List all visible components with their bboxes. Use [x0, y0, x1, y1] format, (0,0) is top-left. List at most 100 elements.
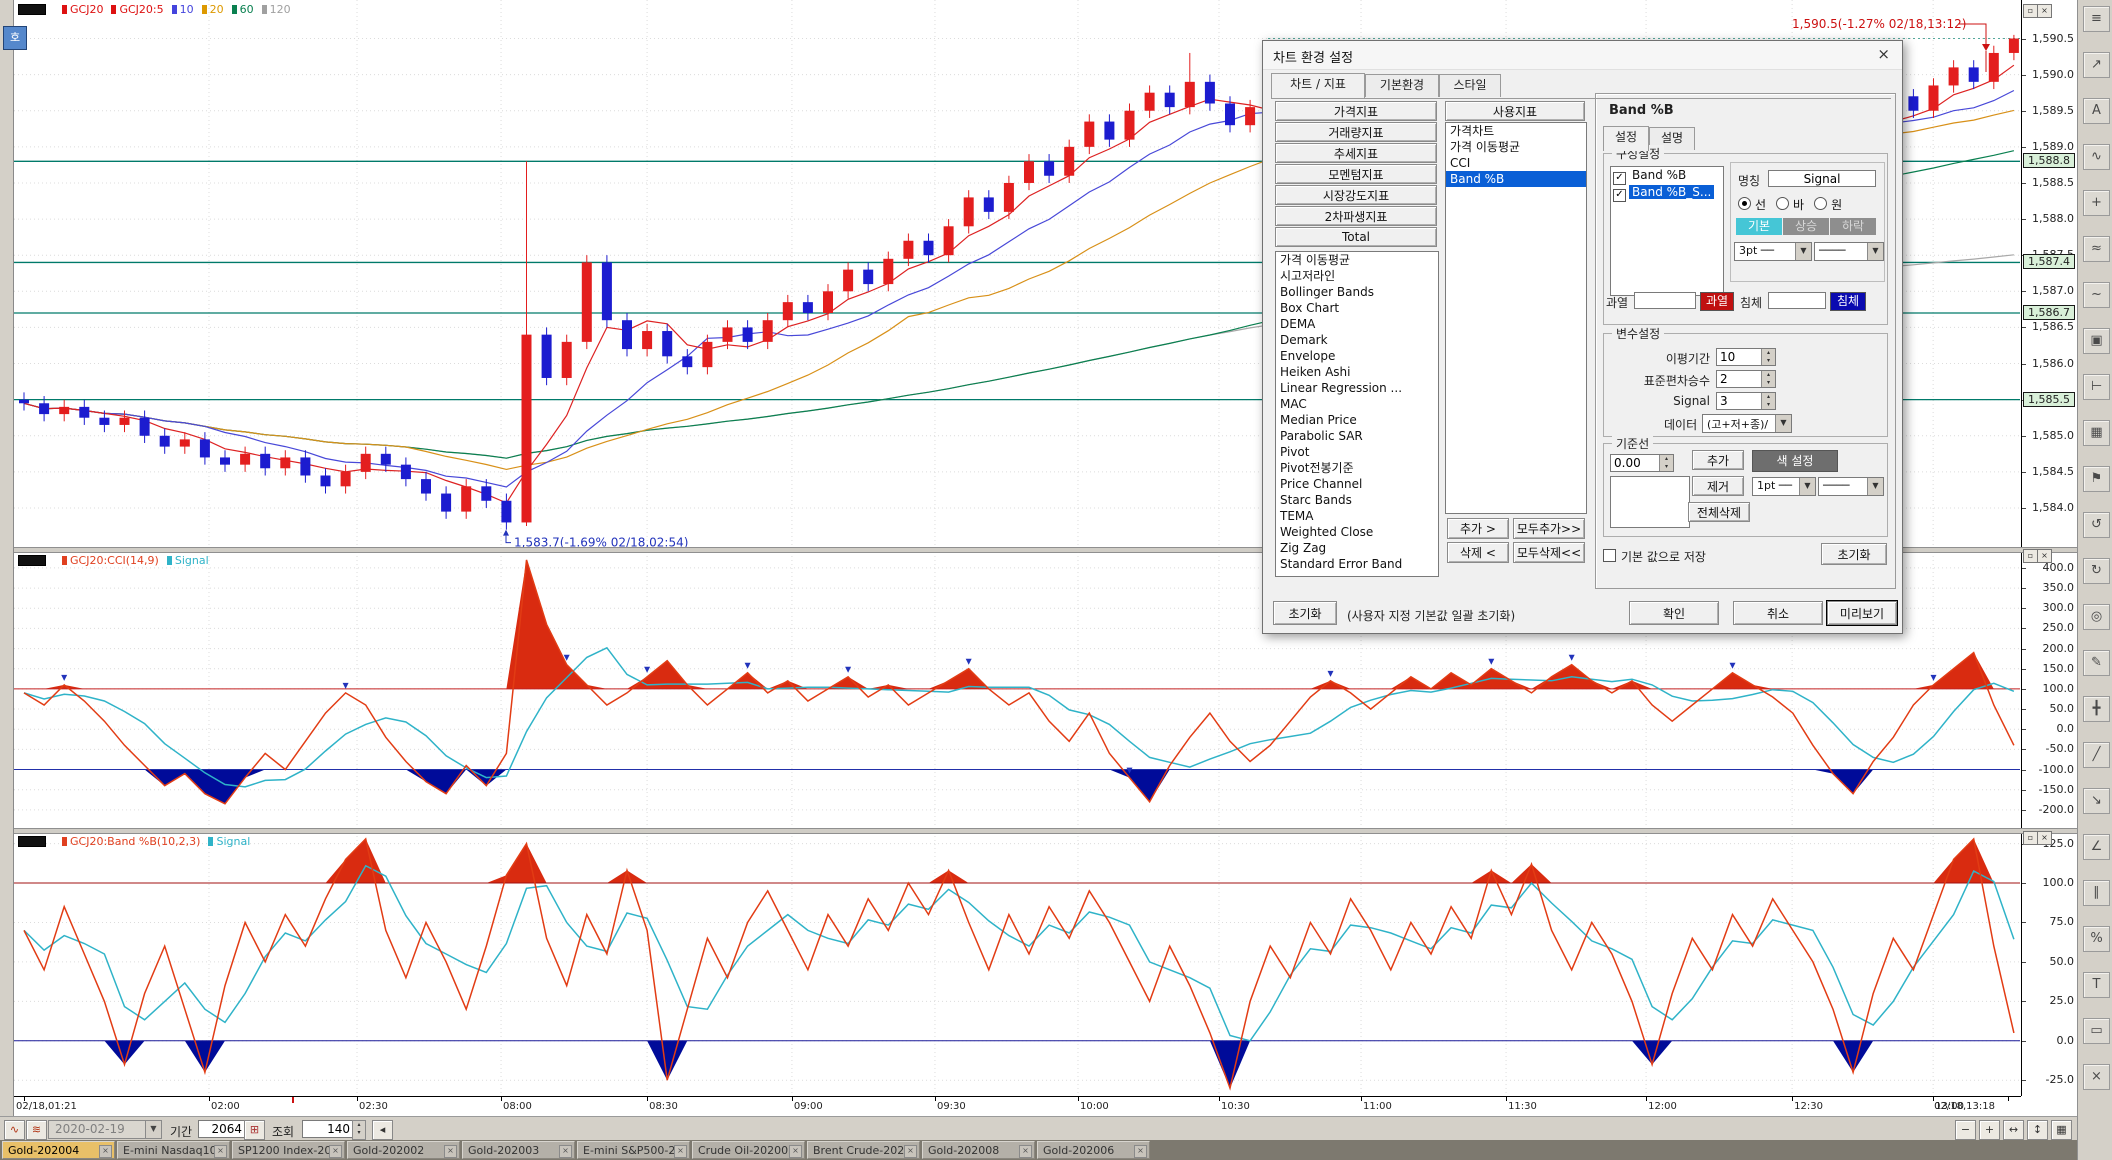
chevron-down-icon[interactable]: ▼ — [1867, 478, 1883, 495]
radio-원[interactable] — [1814, 197, 1828, 210]
baseline-value-input[interactable] — [1611, 455, 1657, 471]
tab-close-icon[interactable]: × — [214, 1145, 227, 1158]
tab-1[interactable]: 기본환경 — [1365, 74, 1439, 97]
wave-icon[interactable]: ∿ — [2083, 144, 2110, 170]
zoom-wave-icon[interactable]: ≈ — [2083, 236, 2110, 262]
doc-tab[interactable]: Crude Oil-202003 × — [692, 1141, 805, 1159]
baseline-width-select[interactable]: 1pt ── ▼ — [1752, 477, 1816, 496]
trend-tool-icon[interactable]: ∿ — [4, 1120, 25, 1140]
panel-close-icon[interactable]: × — [2037, 549, 2052, 563]
list-item[interactable]: 시고저라인 — [1280, 269, 1336, 283]
measure-icon[interactable]: ⊢ — [2083, 374, 2110, 400]
baseline-value-spinner[interactable]: ▴▾ — [1610, 454, 1674, 472]
list-item[interactable]: Pivot — [1280, 445, 1310, 459]
category-추세지표[interactable]: 추세지표 — [1275, 143, 1437, 163]
list-item[interactable]: DEMA — [1280, 317, 1316, 331]
var-input[interactable] — [1717, 393, 1759, 409]
undo-icon[interactable]: ↺ — [2083, 512, 2110, 538]
used-indicator-list[interactable]: 가격차트 가격 이동평균 CCI Band %B — [1445, 122, 1587, 514]
floating-chart-icon[interactable]: 호 — [3, 26, 27, 50]
fibo-icon[interactable]: % — [2083, 926, 2110, 952]
spin-down-icon[interactable]: ▾ — [357, 1129, 361, 1136]
tab-close-icon[interactable]: × — [904, 1145, 917, 1158]
period-input[interactable] — [198, 1120, 246, 1138]
list-item[interactable]: Parabolic SAR — [1280, 429, 1363, 443]
color-setting-button[interactable]: 색 설정 — [1752, 450, 1838, 472]
baseline-remove-all-button[interactable]: 전체삭제 — [1688, 502, 1750, 522]
used-indicators-header[interactable]: 사용지표 — [1445, 101, 1585, 121]
date-select[interactable]: 2020-02-19 ▼ — [48, 1120, 162, 1139]
list-item[interactable]: Weighted Close — [1280, 525, 1374, 539]
delete-button[interactable]: 삭제 < — [1447, 542, 1509, 563]
dialog-titlebar[interactable]: 차트 환경 설정 × — [1263, 41, 1902, 70]
chart-grid-icon[interactable]: ▦ — [2051, 1120, 2072, 1140]
tab-close-icon[interactable]: × — [99, 1145, 112, 1158]
cold-input[interactable] — [1768, 292, 1826, 309]
line-style-select[interactable]: ──── ▼ — [1814, 242, 1884, 261]
add-button[interactable]: 추가 > — [1447, 518, 1509, 539]
line-tool-icon[interactable]: ╱ — [2083, 742, 2110, 768]
tab-close-icon[interactable]: × — [789, 1145, 802, 1158]
category-가격지표[interactable]: 가격지표 — [1275, 101, 1437, 121]
category-시장강도지표[interactable]: 시장강도지표 — [1275, 185, 1437, 205]
v-expand-icon[interactable]: ↕ — [2027, 1120, 2048, 1140]
category-Total[interactable]: Total — [1275, 227, 1437, 247]
settings-tab[interactable]: 설명 — [1649, 127, 1695, 150]
tab-0[interactable]: 차트 / 지표 — [1271, 73, 1365, 98]
tab-close-icon[interactable]: × — [329, 1145, 342, 1158]
list-item[interactable]: Median Price — [1280, 413, 1357, 427]
close-icon[interactable]: × — [1877, 45, 1890, 63]
list-item[interactable]: MAC — [1280, 397, 1307, 411]
text-tool-icon[interactable]: T — [2083, 972, 2110, 998]
indicator-list[interactable]: 가격 이동평균 시고저라인 Bollinger Bands Box Chart DEMA… — [1275, 251, 1439, 577]
used-item[interactable]: Band %B — [1446, 171, 1586, 187]
list-item[interactable]: Standard Error Band — [1280, 557, 1403, 571]
list-item[interactable]: TEMA — [1280, 509, 1314, 523]
parallel-tool-icon[interactable]: ∥ — [2083, 880, 2110, 906]
menu-icon[interactable]: ≡ — [2083, 6, 2110, 32]
var-input[interactable] — [1717, 349, 1759, 365]
list-item[interactable]: Zig Zag — [1280, 541, 1327, 555]
list-item[interactable]: Starc Bands — [1280, 493, 1352, 507]
save-default-checkbox[interactable] — [1603, 549, 1616, 562]
checkbox-icon[interactable]: ✓ — [1613, 172, 1626, 185]
style-button-하락[interactable]: 하락 — [1830, 218, 1876, 235]
baseline-add-button[interactable]: 추가 — [1692, 450, 1744, 470]
reset-all-button[interactable]: 초기화 — [1273, 601, 1337, 625]
grid-icon[interactable]: ▦ — [2083, 420, 2110, 446]
crosshair-icon[interactable]: ╋ — [2083, 696, 2110, 722]
zoom-out-icon[interactable]: − — [1955, 1120, 1976, 1140]
doc-tab[interactable]: E-mini S&P500-20 × — [577, 1141, 690, 1159]
tab-close-icon[interactable]: × — [1019, 1145, 1032, 1158]
doc-tab[interactable]: Gold-202004 × — [2, 1141, 115, 1159]
add-all-button[interactable]: 모두추가>> — [1513, 518, 1585, 539]
pen-icon[interactable]: ✎ — [2083, 650, 2110, 676]
chevron-down-icon[interactable]: ▼ — [1799, 478, 1815, 495]
eraser-icon[interactable]: ▭ — [2083, 1018, 2110, 1044]
redo-icon[interactable]: ↻ — [2083, 558, 2110, 584]
panel-separator[interactable] — [0, 828, 2077, 834]
doc-tab[interactable]: Gold-202003 × — [462, 1141, 575, 1159]
doc-tab[interactable]: Gold-202008 × — [922, 1141, 1035, 1159]
panel-handle[interactable] — [18, 555, 46, 566]
compare-icon[interactable]: ~ — [2083, 282, 2110, 308]
delete-all-button[interactable]: 모두삭제<< — [1513, 542, 1585, 563]
list-item[interactable]: 가격 이동평균 — [1280, 253, 1351, 267]
chevron-down-icon[interactable]: ▼ — [1867, 243, 1883, 260]
var-spinner[interactable]: ▴▾ — [1716, 348, 1776, 366]
list-item[interactable]: Bollinger Bands — [1280, 285, 1374, 299]
add-indicator-icon[interactable]: + — [2083, 190, 2110, 216]
series-row[interactable]: ✓ Band %B_S... — [1611, 184, 1723, 202]
var-input[interactable] — [1717, 371, 1759, 387]
overheat-color-button[interactable]: 과열 — [1700, 292, 1734, 311]
cold-color-button[interactable]: 침체 — [1830, 292, 1866, 311]
panel-close-icon[interactable]: × — [2037, 4, 2052, 18]
chevron-down-icon[interactable]: ▼ — [145, 1121, 161, 1138]
panel-close-icon[interactable]: × — [2037, 831, 2052, 845]
used-item[interactable]: 가격차트 — [1450, 124, 1495, 138]
spinner-arrows[interactable]: ▴ ▾ — [1761, 371, 1775, 387]
series-list[interactable]: ✓ Band %B ✓ Band %B_S... — [1610, 166, 1724, 296]
panel-restore-icon[interactable]: ▫ — [2023, 831, 2038, 845]
delete-icon[interactable]: × — [2083, 1064, 2110, 1090]
prev-icon[interactable]: ◂ — [372, 1120, 393, 1140]
